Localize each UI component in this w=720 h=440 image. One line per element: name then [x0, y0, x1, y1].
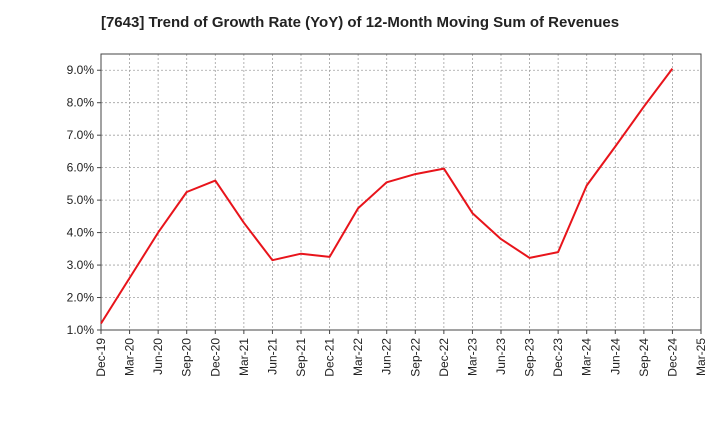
x-tick-label: Jun-24 [608, 338, 622, 375]
x-tick-label: Dec-22 [437, 338, 451, 377]
series-line [100, 67, 674, 325]
x-tick-label: Sep-22 [408, 338, 422, 377]
y-tick-label: 8.0% [67, 96, 95, 110]
y-tick-label: 1.0% [67, 323, 95, 337]
x-tick-label: Mar-23 [465, 338, 479, 376]
x-tick-label: Dec-24 [665, 338, 679, 377]
y-tick-label: 7.0% [67, 128, 95, 142]
y-tick-label: 4.0% [67, 226, 95, 240]
x-tick-label: Mar-22 [351, 338, 365, 376]
x-tick-label: Dec-19 [94, 338, 108, 377]
x-tick-label: Mar-24 [580, 338, 594, 376]
x-tick-label: Dec-20 [208, 338, 222, 377]
x-tick-label: Dec-23 [551, 338, 565, 377]
y-tick-label: 6.0% [67, 161, 95, 175]
x-tick-label: Sep-20 [180, 338, 194, 377]
series-layer [100, 67, 674, 325]
x-tick-label: Sep-23 [523, 338, 537, 377]
y-tick-label: 5.0% [67, 193, 95, 207]
grid-lines [101, 54, 701, 331]
chart-title: [7643] Trend of Growth Rate (YoY) of 12-… [100, 14, 620, 31]
x-tick-label: Mar-20 [123, 338, 137, 376]
x-tick-label: Dec-21 [323, 338, 337, 377]
y-tick-label: 9.0% [67, 63, 95, 77]
y-tick-label: 2.0% [67, 291, 95, 305]
x-tick-label: Sep-24 [637, 338, 651, 377]
x-tick-label: Sep-21 [294, 338, 308, 377]
x-tick-label: Jun-23 [494, 338, 508, 375]
x-tick-label: Mar-25 [694, 338, 708, 376]
y-tick-label: 3.0% [67, 258, 95, 272]
x-tick-label: Jun-21 [265, 338, 279, 375]
x-axis: Dec-19 Mar-20 Jun-20 Sep-20 Dec-20 Mar-21 Jun-… [94, 330, 708, 377]
x-tick-label: Mar-21 [237, 338, 251, 376]
y-axis: 1.0% 2.0% 3.0% 4.0% 5.0% 6.0% 7.0% 8.0% 9.0% [67, 63, 101, 337]
plot-area [100, 53, 702, 331]
x-tick-label: Jun-20 [151, 338, 165, 375]
x-tick-label: Jun-22 [380, 338, 394, 375]
